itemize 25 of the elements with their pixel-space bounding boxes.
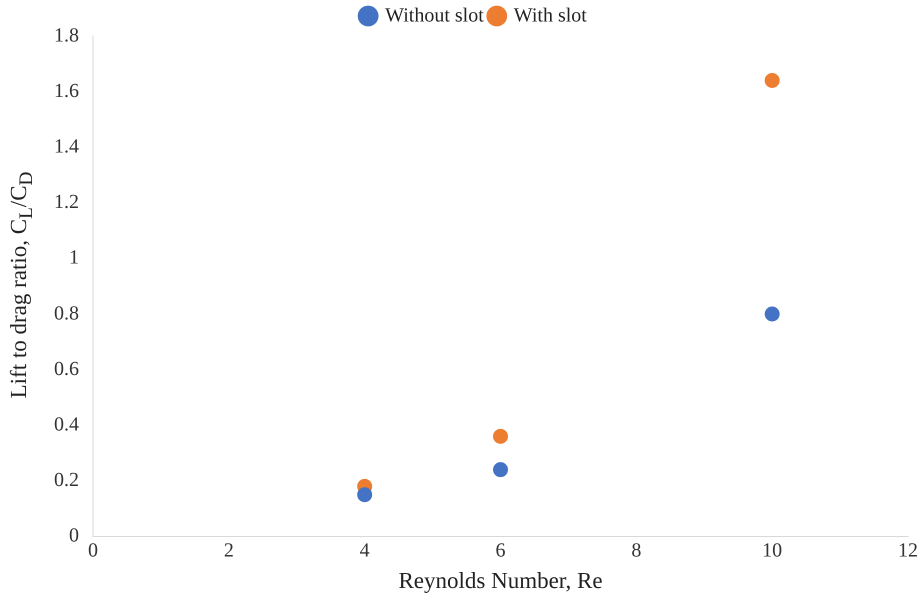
legend-label: With slot: [514, 4, 588, 26]
y-tick-label: 1.8: [54, 24, 79, 46]
x-tick-label: 6: [496, 540, 506, 562]
y-tick-label: 1: [69, 246, 79, 269]
x-tick-label: 8: [631, 540, 642, 562]
x-axis-title: Reynolds Number, Re: [398, 568, 603, 594]
legend-label: Without slot: [385, 4, 484, 26]
y-tick-label: 1.4: [54, 135, 79, 158]
x-tick-label: 0: [88, 540, 98, 562]
point: [764, 72, 780, 88]
x-tick-label: 12: [898, 540, 918, 562]
y-tick-label: 0.4: [54, 413, 79, 436]
y-tick-label: 0.8: [54, 302, 79, 324]
point: [493, 428, 508, 444]
y-tick-label: 1.6: [54, 80, 79, 102]
point: [493, 462, 508, 478]
point: [357, 487, 372, 502]
y-tick-label: 1.2: [54, 191, 79, 214]
x-tick-label: 4: [360, 540, 370, 562]
y-tick-label: 0: [69, 524, 79, 547]
x-tick-label: 10: [762, 540, 782, 562]
x-tick-label: 2: [224, 540, 234, 562]
point: [764, 306, 780, 322]
y-tick-label: 0.2: [54, 469, 79, 492]
y-tick-label: 0.6: [54, 358, 79, 380]
